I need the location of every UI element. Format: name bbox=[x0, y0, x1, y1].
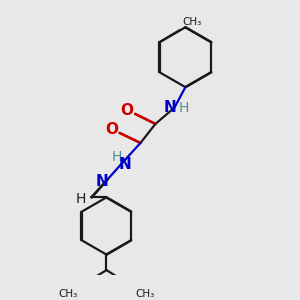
Text: O: O bbox=[120, 103, 134, 118]
Text: H: H bbox=[179, 100, 189, 115]
Text: H: H bbox=[112, 150, 122, 164]
Text: N: N bbox=[118, 157, 131, 172]
Text: CH₃: CH₃ bbox=[183, 17, 202, 27]
Text: CH₃: CH₃ bbox=[58, 290, 78, 299]
Text: CH₃: CH₃ bbox=[135, 290, 154, 299]
Text: O: O bbox=[105, 122, 118, 137]
Text: N: N bbox=[95, 174, 108, 189]
Text: H: H bbox=[76, 192, 86, 206]
Text: N: N bbox=[163, 100, 176, 115]
